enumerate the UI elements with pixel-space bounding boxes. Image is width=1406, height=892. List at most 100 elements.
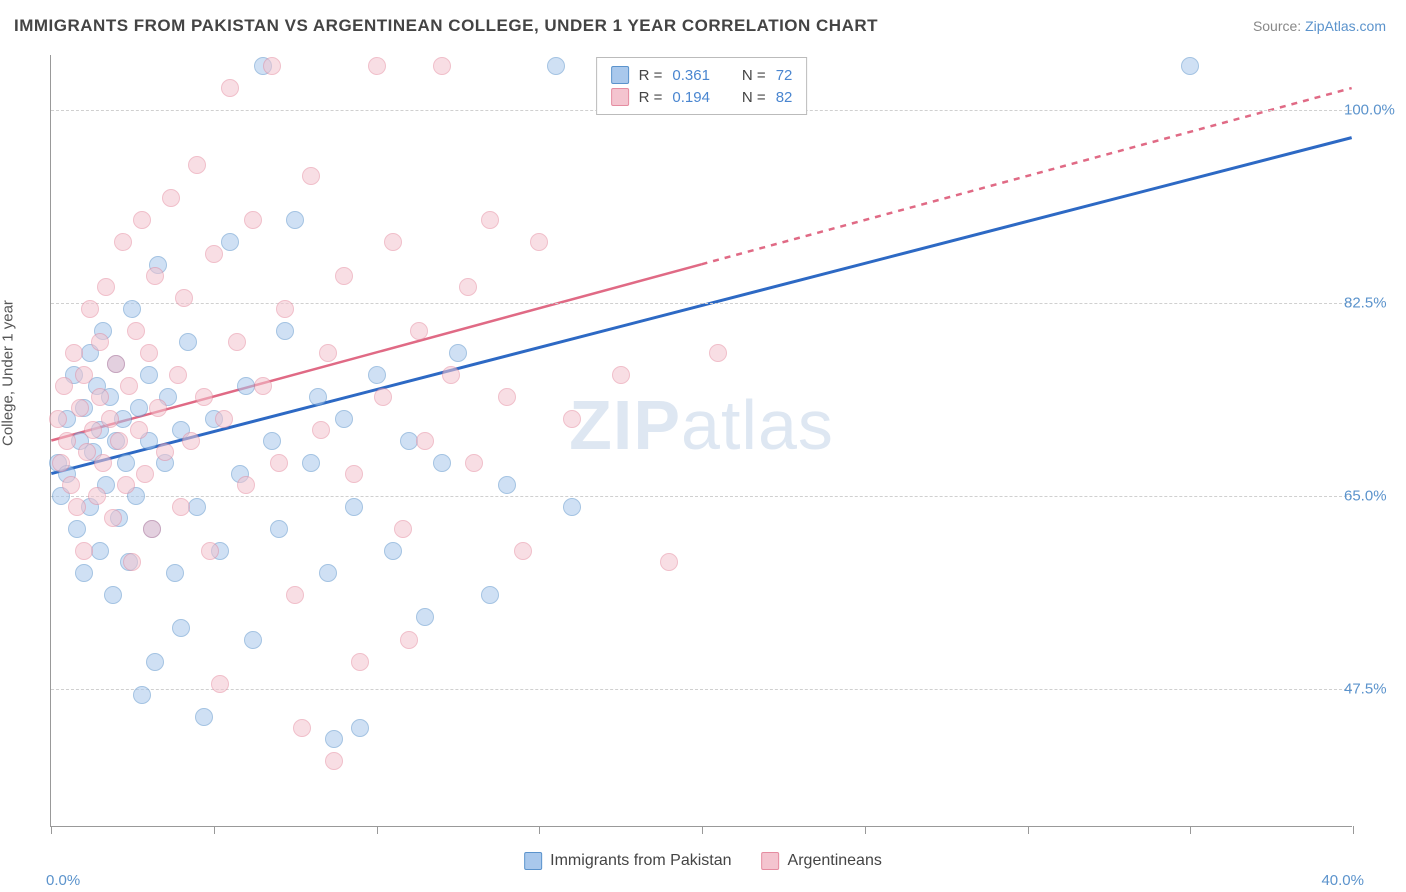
x-tick xyxy=(1353,826,1354,834)
r-value-argentina: 0.194 xyxy=(672,89,710,106)
x-tick xyxy=(539,826,540,834)
data-point-argentina xyxy=(612,366,630,384)
data-point-argentina xyxy=(71,399,89,417)
trend-lines xyxy=(51,55,1352,826)
legend-swatch-argentina xyxy=(611,88,629,106)
data-point-argentina xyxy=(52,454,70,472)
data-point-pakistan xyxy=(244,631,262,649)
data-point-argentina xyxy=(514,542,532,560)
y-axis-title: College, Under 1 year xyxy=(0,300,17,446)
data-point-argentina xyxy=(101,410,119,428)
data-point-argentina xyxy=(156,443,174,461)
data-point-argentina xyxy=(146,267,164,285)
data-point-pakistan xyxy=(263,432,281,450)
data-point-argentina xyxy=(55,377,73,395)
data-point-pakistan xyxy=(547,57,565,75)
watermark: ZIPatlas xyxy=(569,385,834,465)
data-point-argentina xyxy=(195,388,213,406)
data-point-argentina xyxy=(312,421,330,439)
data-point-argentina xyxy=(49,410,67,428)
data-point-pakistan xyxy=(146,653,164,671)
data-point-argentina xyxy=(91,388,109,406)
correlation-legend: R = 0.361 N = 72 R = 0.194 N = 82 xyxy=(596,57,808,115)
data-point-pakistan xyxy=(91,542,109,560)
legend-item-argentina: Argentineans xyxy=(762,852,882,870)
data-point-argentina xyxy=(201,542,219,560)
watermark-rest: atlas xyxy=(681,386,834,464)
x-tick xyxy=(1190,826,1191,834)
r-value-pakistan: 0.361 xyxy=(672,67,710,84)
data-point-argentina xyxy=(188,156,206,174)
data-point-argentina xyxy=(374,388,392,406)
legend-item-pakistan: Immigrants from Pakistan xyxy=(524,852,731,870)
data-point-pakistan xyxy=(335,410,353,428)
data-point-argentina xyxy=(149,399,167,417)
x-tick xyxy=(51,826,52,834)
data-point-pakistan xyxy=(221,233,239,251)
data-point-argentina xyxy=(75,542,93,560)
data-point-argentina xyxy=(169,366,187,384)
data-point-argentina xyxy=(368,57,386,75)
data-point-pakistan xyxy=(481,586,499,604)
data-point-argentina xyxy=(276,300,294,318)
data-point-argentina xyxy=(175,289,193,307)
data-point-pakistan xyxy=(345,498,363,516)
data-point-pakistan xyxy=(563,498,581,516)
data-point-argentina xyxy=(78,443,96,461)
data-point-argentina xyxy=(133,211,151,229)
n-label: N = xyxy=(742,89,766,106)
n-label: N = xyxy=(742,67,766,84)
x-tick xyxy=(214,826,215,834)
data-point-argentina xyxy=(120,377,138,395)
r-label: R = xyxy=(639,89,663,106)
data-point-argentina xyxy=(459,278,477,296)
data-point-argentina xyxy=(498,388,516,406)
y-gridline xyxy=(51,689,1352,690)
data-point-argentina xyxy=(325,752,343,770)
legend-swatch-pakistan-icon xyxy=(524,852,542,870)
data-point-pakistan xyxy=(140,366,158,384)
data-point-pakistan xyxy=(276,322,294,340)
legend-row-pakistan: R = 0.361 N = 72 xyxy=(611,64,793,86)
x-axis-min: 0.0% xyxy=(46,872,80,889)
data-point-argentina xyxy=(94,454,112,472)
data-point-argentina xyxy=(84,421,102,439)
data-point-pakistan xyxy=(270,520,288,538)
data-point-pakistan xyxy=(368,366,386,384)
legend-swatch-pakistan xyxy=(611,66,629,84)
n-value-argentina: 82 xyxy=(776,89,793,106)
data-point-argentina xyxy=(211,675,229,693)
data-point-argentina xyxy=(65,344,83,362)
data-point-argentina xyxy=(104,509,122,527)
data-point-pakistan xyxy=(351,719,369,737)
data-point-pakistan xyxy=(123,300,141,318)
data-point-pakistan xyxy=(166,564,184,582)
data-point-pakistan xyxy=(449,344,467,362)
y-tick-label: 82.5% xyxy=(1344,295,1404,312)
data-point-pakistan xyxy=(384,542,402,560)
data-point-argentina xyxy=(394,520,412,538)
x-tick xyxy=(1028,826,1029,834)
data-point-argentina xyxy=(81,300,99,318)
data-point-argentina xyxy=(442,366,460,384)
data-point-argentina xyxy=(215,410,233,428)
r-label: R = xyxy=(639,67,663,84)
data-point-argentina xyxy=(221,79,239,97)
data-point-pakistan xyxy=(302,454,320,472)
data-point-argentina xyxy=(140,344,158,362)
data-point-argentina xyxy=(127,322,145,340)
x-tick xyxy=(377,826,378,834)
data-point-argentina xyxy=(88,487,106,505)
data-point-pakistan xyxy=(188,498,206,516)
data-point-pakistan xyxy=(172,619,190,637)
data-point-argentina xyxy=(345,465,363,483)
data-point-argentina xyxy=(263,57,281,75)
data-point-argentina xyxy=(384,233,402,251)
x-axis-max: 40.0% xyxy=(1321,872,1364,889)
series-legend: Immigrants from Pakistan Argentineans xyxy=(524,852,882,870)
data-point-argentina xyxy=(114,233,132,251)
data-point-argentina xyxy=(244,211,262,229)
chart-title: IMMIGRANTS FROM PAKISTAN VS ARGENTINEAN … xyxy=(14,16,878,36)
n-value-pakistan: 72 xyxy=(776,67,793,84)
data-point-pakistan xyxy=(117,454,135,472)
